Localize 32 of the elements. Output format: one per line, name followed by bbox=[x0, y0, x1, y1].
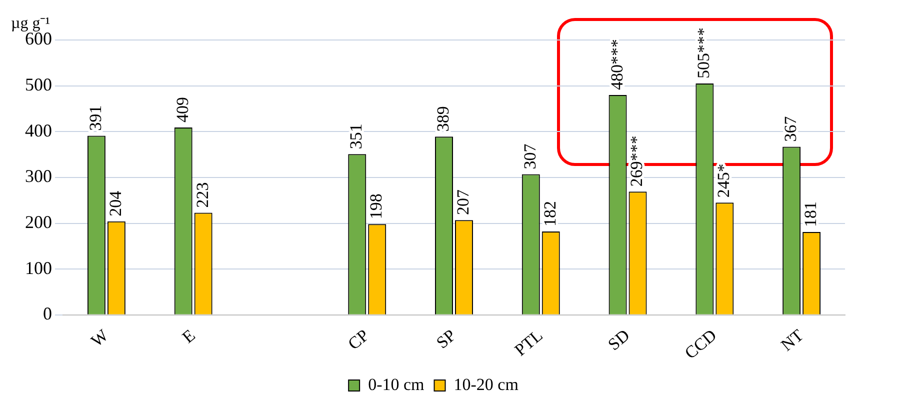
data-label: 505*** bbox=[694, 28, 714, 79]
data-label: 351 bbox=[346, 124, 366, 150]
legend-label: 10-20 cm bbox=[454, 374, 518, 394]
data-label: 391 bbox=[86, 105, 105, 131]
x-tick-label: W bbox=[87, 325, 113, 351]
data-label: 182 bbox=[540, 201, 560, 227]
data-label: 181 bbox=[801, 201, 820, 227]
data-label: 223 bbox=[192, 182, 212, 208]
x-tick-label: E bbox=[178, 326, 199, 347]
legend-label: 0-10 cm bbox=[368, 374, 424, 394]
data-label: 409 bbox=[172, 97, 192, 123]
x-tick-label: NT bbox=[777, 325, 808, 355]
x-tick-label: SP bbox=[432, 326, 460, 352]
y-tick-label: 300 bbox=[25, 166, 52, 186]
y-tick-label: 400 bbox=[25, 120, 52, 140]
x-tick-label: PTL bbox=[510, 326, 546, 360]
data-label: 245* bbox=[714, 164, 734, 198]
y-tick-label: 0 bbox=[43, 304, 52, 324]
y-tick-label: 500 bbox=[25, 74, 52, 95]
x-tick-label: CCD bbox=[681, 326, 720, 363]
data-label: 480*** bbox=[607, 38, 626, 90]
x-tick-label: CP bbox=[344, 326, 373, 354]
data-label: 307 bbox=[520, 143, 540, 170]
y-tick-label: 100 bbox=[25, 258, 52, 278]
data-label: 269*** bbox=[627, 136, 646, 187]
data-label: 207 bbox=[453, 189, 472, 216]
data-label: 367 bbox=[781, 116, 800, 142]
data-label: 198 bbox=[366, 194, 386, 220]
x-tick-label: SD bbox=[604, 326, 634, 354]
y-tick-label: 200 bbox=[25, 212, 52, 232]
data-label: 389 bbox=[433, 106, 452, 132]
data-label: 204 bbox=[106, 190, 125, 216]
